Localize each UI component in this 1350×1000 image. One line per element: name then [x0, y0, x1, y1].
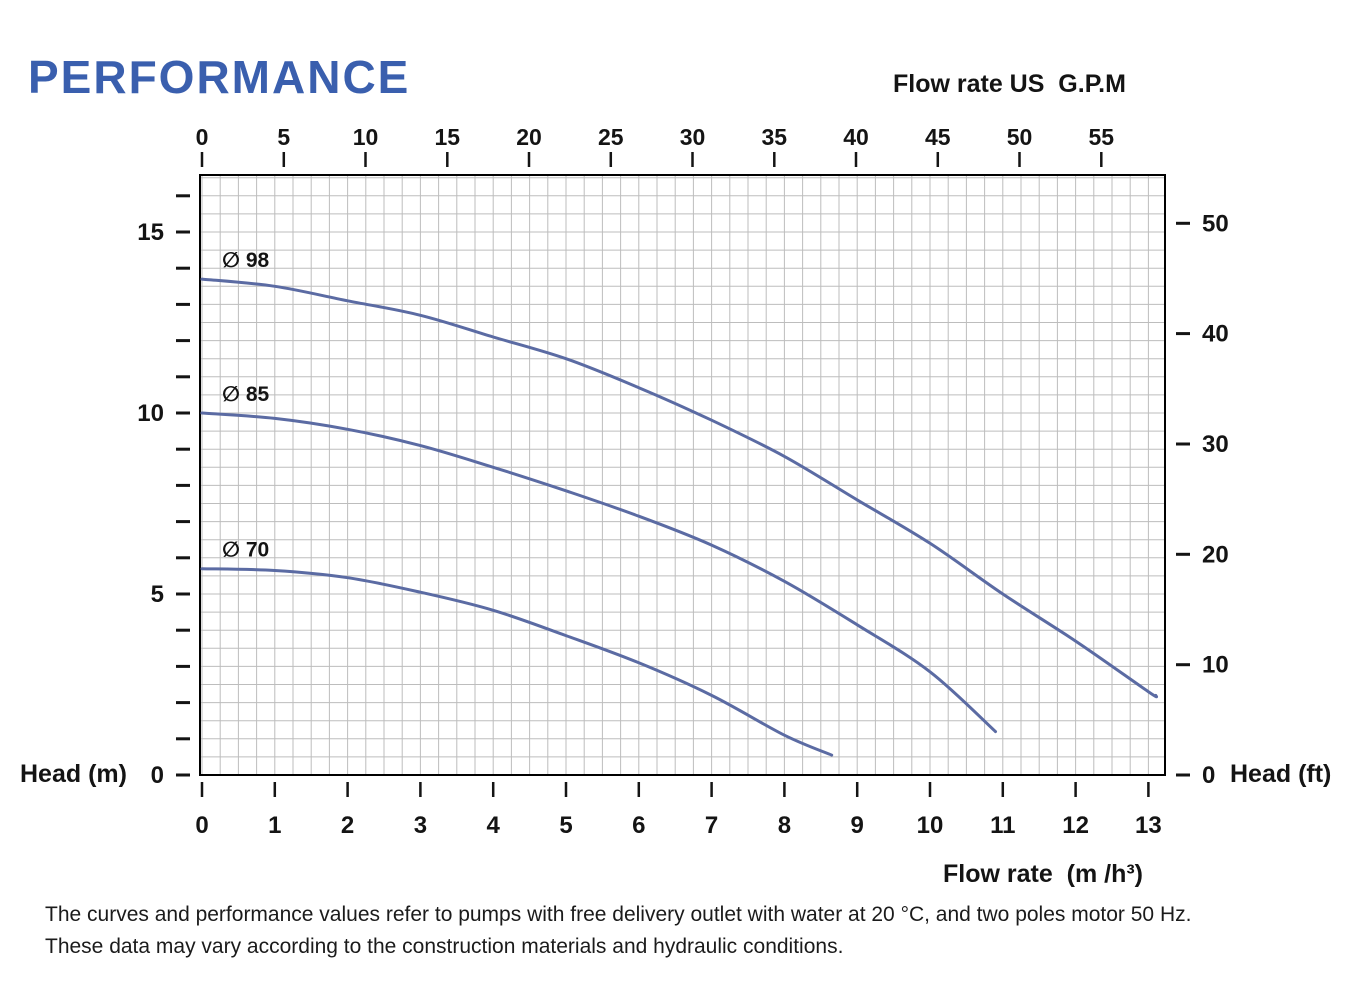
bottom-axis-tick-label: 1 — [268, 812, 281, 839]
top-axis-tick-label: 15 — [435, 124, 461, 150]
top-axis-tick-label: 30 — [680, 124, 706, 150]
bottom-axis-tick-label: 5 — [559, 812, 572, 839]
top-axis-tick-label: 45 — [925, 124, 951, 150]
curve-98 — [200, 277, 1159, 699]
footer-note-line2: These data may vary according to the con… — [45, 935, 844, 958]
curve-label: ∅ 70 — [222, 539, 269, 562]
left-axis-tick-label: 10 — [137, 400, 164, 427]
left-axis-tick-label: 0 — [151, 762, 164, 789]
bottom-axis-tick-label: 7 — [705, 812, 718, 839]
page-title: PERFORMANCE — [28, 51, 411, 103]
right-axis-tick-label: 20 — [1202, 541, 1229, 568]
top-axis-tick-label: 40 — [843, 124, 869, 150]
left-axis-tick-label: 5 — [151, 581, 164, 608]
right-axis-tick-label: 50 — [1202, 210, 1229, 237]
bottom-axis-tick-label: 9 — [851, 812, 864, 839]
top-axis-tick-label: 20 — [516, 124, 542, 150]
top-axis-tick-label: 10 — [353, 124, 379, 150]
top-axis-tick-label: 35 — [762, 124, 788, 150]
curve-85 — [200, 411, 997, 734]
top-axis-tick-label: 50 — [1007, 124, 1033, 150]
top-axis-tick-label: 55 — [1089, 124, 1115, 150]
bottom-axis-tick-label: 13 — [1135, 812, 1162, 839]
top-axis-tick-label: 5 — [277, 124, 290, 150]
footer-note-line1: The curves and performance values refer … — [45, 903, 1192, 926]
top-axis-tick-label: 25 — [598, 124, 624, 150]
bottom-axis-tick-label: 8 — [778, 812, 791, 839]
right-axis-tick-label: 10 — [1202, 652, 1229, 679]
left-axis-tick-label: 15 — [137, 219, 164, 246]
curve-label: ∅ 98 — [222, 249, 269, 272]
curve-label: ∅ 85 — [222, 383, 269, 406]
left-axis-title: Head (m) — [20, 760, 127, 788]
bottom-axis-tick-label: 10 — [917, 812, 944, 839]
bottom-axis-tick-label: 6 — [632, 812, 645, 839]
right-axis-tick-label: 0 — [1202, 762, 1215, 789]
curve-70 — [200, 567, 834, 757]
bottom-axis-tick-label: 3 — [414, 812, 427, 839]
bottom-axis-tick-label: 0 — [195, 812, 208, 839]
bottom-axis-tick-label: 12 — [1062, 812, 1089, 839]
bottom-axis-title: Flow rate (m /h³) — [943, 860, 1143, 888]
right-axis-title: Head (ft) — [1230, 760, 1332, 788]
bottom-axis-tick-label: 11 — [990, 812, 1015, 839]
top-axis-title: Flow rate US G.P.M — [893, 70, 1126, 98]
bottom-axis-tick-label: 4 — [487, 812, 501, 839]
right-axis-tick-label: 30 — [1202, 431, 1229, 458]
plot-border — [199, 174, 1166, 776]
right-axis-tick-label: 40 — [1202, 321, 1229, 348]
top-axis-tick-label: 0 — [196, 124, 209, 150]
bottom-axis-tick-label: 2 — [341, 812, 354, 839]
